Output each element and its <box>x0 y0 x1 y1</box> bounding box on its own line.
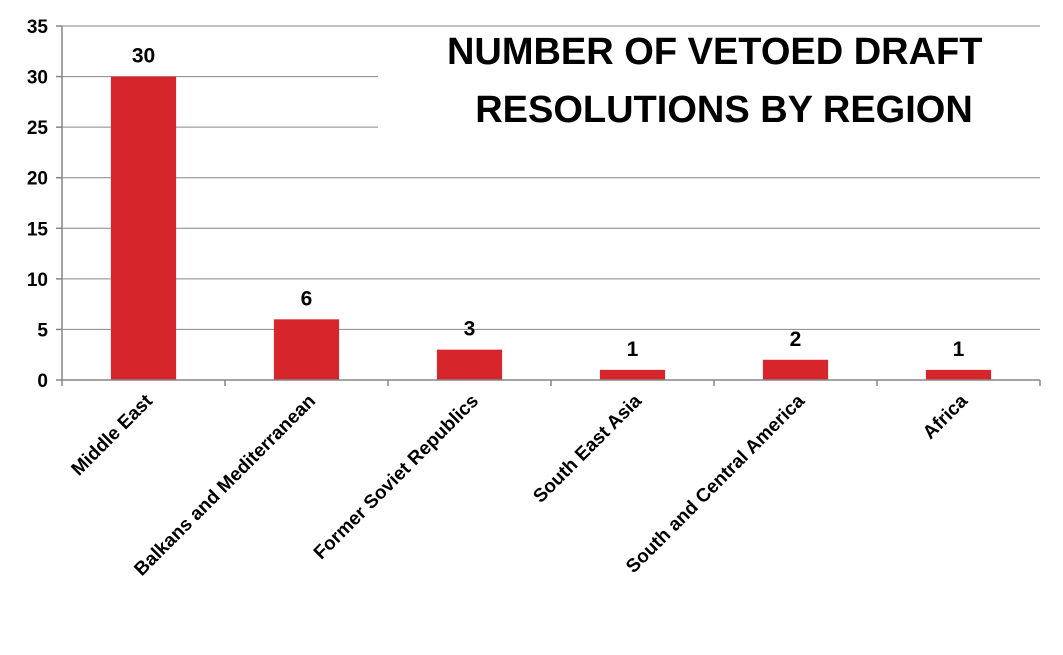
category-label: Former Soviet Republics <box>310 391 483 564</box>
chart-title-background <box>378 30 1054 134</box>
data-label: 1 <box>627 338 639 361</box>
y-tick-label: 35 <box>27 17 49 38</box>
category-label: Balkans and Mediterranean <box>130 391 320 581</box>
y-tick-label: 20 <box>27 169 48 190</box>
bar-1 <box>273 319 340 380</box>
bar-0 <box>110 76 177 381</box>
data-label: 1 <box>953 338 965 361</box>
category-label: Middle East <box>68 390 158 480</box>
axes <box>56 25 1041 386</box>
chart-title-line-1: NUMBER OF VETOED DRAFT <box>447 31 983 73</box>
bars <box>110 76 992 381</box>
bar-5 <box>925 369 992 380</box>
y-tick-labels: 0 5 10 15 20 25 30 35 <box>27 17 49 392</box>
data-labels: 30 6 3 1 2 1 <box>132 45 965 361</box>
category-label: Africa <box>919 390 972 443</box>
data-label: 30 <box>132 45 155 68</box>
data-label: 3 <box>464 318 476 341</box>
bar-4 <box>762 359 829 380</box>
y-tick-label: 0 <box>37 371 48 392</box>
y-tick-label: 25 <box>27 118 49 139</box>
bar-2 <box>436 349 503 380</box>
y-tick-label: 5 <box>37 320 48 341</box>
y-tick-label: 10 <box>27 270 48 291</box>
data-label: 6 <box>301 287 313 310</box>
chart-title: NUMBER OF VETOED DRAFT RESOLUTIONS BY RE… <box>447 31 993 131</box>
bar-3 <box>599 369 666 380</box>
data-label: 2 <box>790 328 802 351</box>
category-label: South and Central America <box>622 390 809 577</box>
y-tick-label: 30 <box>27 68 48 89</box>
y-tick-label: 15 <box>27 219 49 240</box>
chart-title-line-2: RESOLUTIONS BY REGION <box>475 89 973 131</box>
category-label: South East Asia <box>529 390 646 507</box>
